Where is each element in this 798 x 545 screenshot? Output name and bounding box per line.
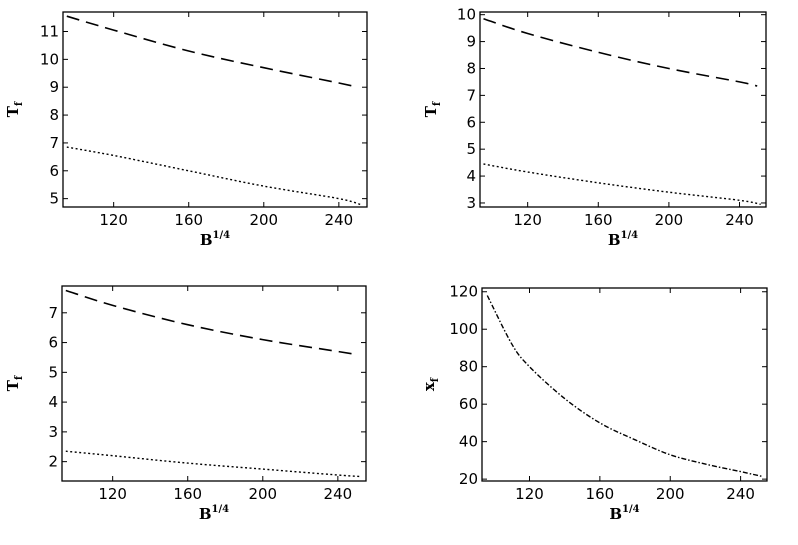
x-tick-label: 160 [584,211,613,229]
plot-frame [61,285,367,482]
series-line-dashed [65,289,357,356]
x-tick-label: 200 [656,485,685,503]
chart-panel-3: 120 160 200 240 2 3 4 5 6 7 B1/4 Tf [4,285,367,523]
y-tick-label: 5 [466,140,476,158]
plot-frame [62,11,368,208]
x-tick-label: 120 [515,485,544,503]
y-tick-label: 4 [466,167,476,185]
series-line-dashed [483,17,758,87]
y-tick-label: 7 [466,86,476,104]
chart-panel-2: 120 160 200 240 3 4 5 6 7 8 9 10 B1/4 Tf [422,6,767,249]
x-axis-label: B1/4 [608,230,638,249]
y-tick-label: 9 [49,78,59,96]
y-tick-label: 10 [40,50,59,68]
x-tick-label: 240 [325,211,354,229]
y-axis-label: Tf [422,101,443,117]
series-line-dashed [66,15,358,88]
x-axis-label: B1/4 [609,504,639,523]
y-tick-label: 3 [466,194,476,212]
y-tick-label: 20 [459,470,478,488]
y-axis-label: xf [420,377,441,391]
series-line-dotted [66,146,362,206]
series-line-dashdot [486,295,762,477]
x-tick-label: 240 [726,485,755,503]
y-tick-label: 10 [457,6,476,24]
y-tick-label: 3 [48,423,58,441]
x-tick-label: 240 [725,211,754,229]
y-tick-label: 5 [49,190,59,208]
y-tick-label: 7 [48,304,58,322]
plot-frame [479,11,767,208]
y-tick-label: 100 [449,320,478,338]
y-tick-label: 5 [48,363,58,381]
x-axis-label: B1/4 [199,504,229,523]
x-tick-label: 160 [174,211,203,229]
y-tick-label: 80 [459,358,478,376]
x-tick-label: 160 [173,485,202,503]
x-tick-label: 120 [98,485,127,503]
chart-panel-1: 120 160 200 240 5 6 7 8 9 10 11 B1/4 Tf [4,11,368,249]
y-tick-label: 60 [459,395,478,413]
y-tick-label: 6 [466,113,476,131]
x-tick-label: 200 [248,485,277,503]
series-line-dotted [483,163,761,205]
x-tick-label: 200 [655,211,684,229]
plot-frame [481,287,768,482]
y-tick-label: 8 [466,59,476,77]
series-line-dotted [65,450,361,478]
y-axis-label: Tf [4,375,25,391]
chart-panel-4: 120 160 200 240 20 40 60 80 100 120 B1/4 xf [420,283,768,523]
y-tick-label: 7 [49,134,59,152]
x-tick-label: 240 [324,485,353,503]
y-tick-label: 11 [40,23,59,41]
y-tick-label: 2 [48,453,58,471]
y-axis-label: Tf [4,101,25,117]
y-tick-label: 8 [49,106,59,124]
y-tick-label: 40 [459,433,478,451]
x-tick-label: 120 [513,211,542,229]
y-tick-label: 4 [48,393,58,411]
x-tick-label: 160 [586,485,615,503]
x-tick-label: 120 [99,211,128,229]
y-tick-label: 6 [49,162,59,180]
y-tick-label: 120 [449,283,478,301]
x-axis-label: B1/4 [200,230,230,249]
y-tick-label: 9 [466,33,476,51]
y-tick-label: 6 [48,334,58,352]
x-tick-label: 200 [249,211,278,229]
